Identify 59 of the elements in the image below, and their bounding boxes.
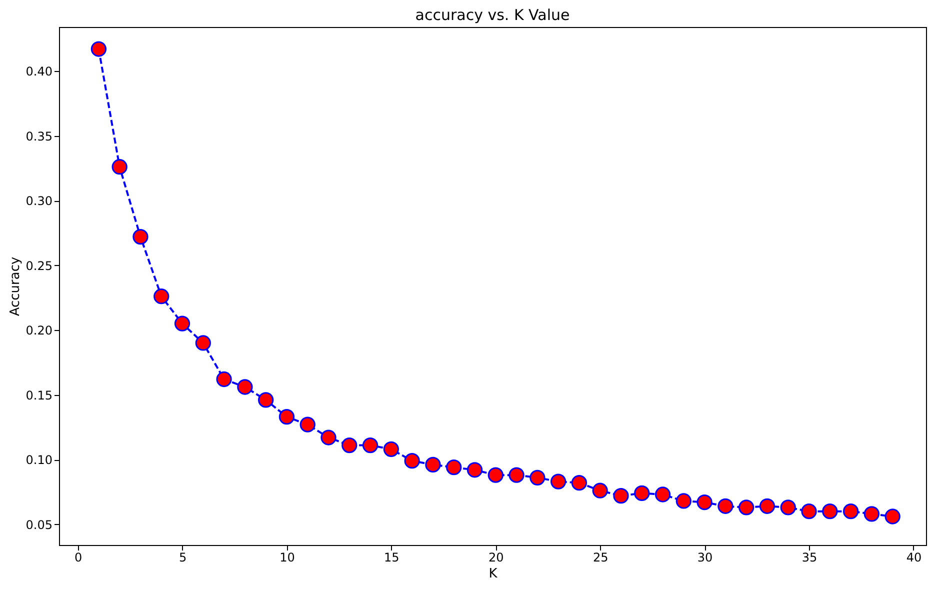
- point: [112, 159, 128, 175]
- point: [446, 459, 462, 476]
- point: [801, 504, 817, 520]
- point: [550, 474, 566, 490]
- x-tick-label: 15: [384, 550, 400, 564]
- point: [884, 508, 900, 524]
- y-tick-label: 0.20: [26, 324, 52, 338]
- point: [592, 482, 608, 498]
- point: [258, 392, 274, 408]
- point: [759, 498, 776, 514]
- point: [90, 41, 107, 57]
- point: [342, 437, 358, 454]
- x-tick-label: 0: [74, 550, 82, 564]
- point: [320, 430, 336, 446]
- y-tick-label: 0.35: [26, 129, 52, 144]
- chart-title: accuracy vs. K Value: [415, 6, 570, 24]
- point: [237, 379, 253, 395]
- point: [822, 504, 838, 520]
- point: [362, 437, 378, 454]
- point: [530, 470, 546, 486]
- x-tick-label: 35: [802, 550, 818, 564]
- point: [634, 485, 650, 502]
- point: [404, 453, 420, 469]
- point: [654, 486, 671, 502]
- x-tick-label: 40: [906, 550, 922, 564]
- point: [718, 498, 734, 514]
- point: [780, 500, 796, 516]
- y-tick-label: 0.30: [26, 194, 52, 208]
- point: [278, 408, 295, 425]
- point: [425, 456, 441, 473]
- y-axis-title: Accuracy: [8, 256, 23, 316]
- point: [488, 467, 504, 483]
- point: [508, 467, 524, 483]
- x-tick-label: 5: [178, 550, 187, 564]
- point: [154, 288, 170, 304]
- point: [216, 371, 232, 388]
- point: [195, 335, 211, 351]
- point: [842, 504, 859, 520]
- x-tick-label: 25: [592, 550, 608, 564]
- y-tick-label: 0.25: [26, 258, 52, 273]
- point: [738, 500, 754, 516]
- point: [613, 488, 629, 504]
- x-axis-title: K: [488, 566, 498, 582]
- x-tick-label: 20: [488, 550, 504, 564]
- point: [864, 506, 880, 522]
- point: [383, 441, 399, 457]
- point: [571, 475, 588, 491]
- point: [174, 316, 190, 332]
- point: [676, 493, 692, 509]
- x-tick-label: 10: [280, 550, 295, 564]
- y-tick-label: 0.15: [26, 388, 52, 402]
- point: [300, 416, 316, 432]
- x-tick-label: 30: [697, 550, 713, 564]
- point: [696, 494, 712, 510]
- y-tick-label: 0.05: [26, 518, 52, 532]
- y-tick-label: 0.40: [26, 64, 52, 79]
- y-tick-label: 0.10: [26, 453, 52, 468]
- point: [466, 462, 483, 478]
- point: [132, 228, 148, 245]
